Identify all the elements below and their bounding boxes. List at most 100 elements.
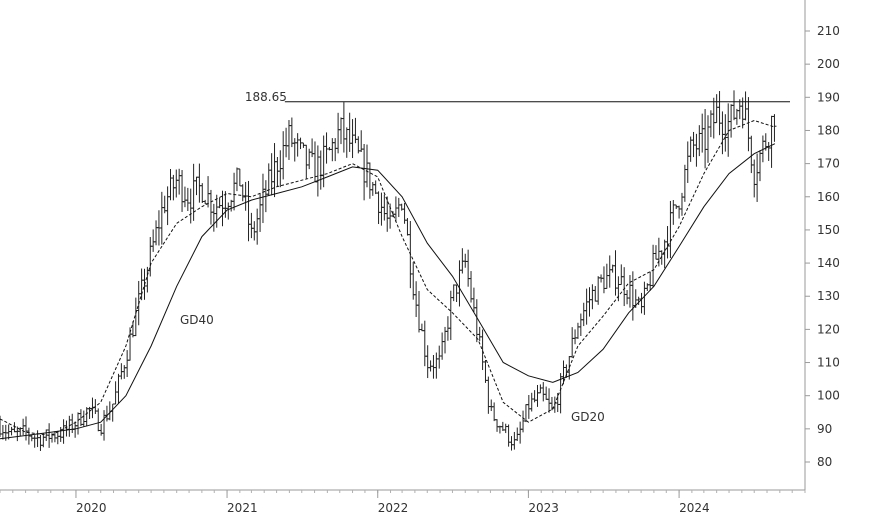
ohlc-bar <box>99 423 104 436</box>
ohlc-bar <box>24 416 29 441</box>
ohlc-bar <box>665 226 670 259</box>
ohlc-bar <box>480 329 485 371</box>
ohlc-bar <box>729 104 734 138</box>
ohlc-bar <box>347 112 352 152</box>
ohlc-bar <box>668 200 673 259</box>
ohlc-bar <box>324 132 329 164</box>
ohlc-bar <box>185 187 190 211</box>
ohlc-bar <box>419 323 424 332</box>
ohlc-bar <box>367 162 372 199</box>
ohlc-bar <box>758 150 763 182</box>
ohlc-bar <box>691 131 696 158</box>
ohlc-bar <box>766 142 771 161</box>
ohlc-bar <box>61 419 66 444</box>
ohlc-bar <box>541 382 546 402</box>
series-line-gd20 <box>0 119 776 437</box>
ohlc-bar <box>110 403 115 422</box>
ohlc-bar <box>679 192 684 216</box>
ohlc-bar <box>411 262 416 300</box>
y-axis: 80 90 100 110 120 130 140 150 160 170 180 190 200 210 <box>804 0 840 490</box>
ohlc-bar <box>723 114 728 152</box>
ohlc-bar <box>344 127 349 158</box>
ohlc-bar <box>607 255 612 288</box>
ohlc-bar <box>333 138 338 162</box>
ohlc-bar <box>731 90 736 121</box>
ohlc-bar <box>168 169 173 201</box>
ohlc-bar <box>752 159 757 198</box>
resistance-label: 188.65 <box>245 90 287 104</box>
ohlc-bar <box>206 176 211 208</box>
y-tick-label: 210 <box>817 24 840 38</box>
ohlc-bar <box>486 376 491 414</box>
ohlc-bar <box>310 138 315 158</box>
ohlc-bar <box>772 114 777 142</box>
ohlc-bar <box>512 431 517 450</box>
ohlc-bar <box>471 287 476 313</box>
ohlc-bar <box>466 249 471 287</box>
ohlc-bar <box>417 290 422 333</box>
ohlc-bar <box>177 168 182 195</box>
ohlc-bar <box>370 182 375 196</box>
ohlc-bar <box>671 200 676 225</box>
ohlc-bar <box>720 111 725 155</box>
ohlc-bar <box>769 115 774 168</box>
ohlc-bar <box>529 392 534 412</box>
ohlc-bar <box>538 384 543 394</box>
ohlc-bar <box>714 94 719 124</box>
ohlc-bar <box>457 260 462 307</box>
y-tick-label: 200 <box>817 57 840 71</box>
ohlc-bar <box>581 302 586 327</box>
ohlc-bar <box>575 322 580 339</box>
ohlc-bar <box>174 169 179 198</box>
ohlc-bar <box>639 292 644 314</box>
ohlc-bar <box>613 250 618 296</box>
ohlc-bar <box>102 410 107 441</box>
ohlc-bar <box>659 250 664 265</box>
y-tick-label: 150 <box>817 223 840 237</box>
ohlc-bar <box>711 97 716 139</box>
ohlc-bar <box>705 115 710 163</box>
ohlc-bar <box>382 194 387 221</box>
ohlc-bar <box>385 196 390 232</box>
ohlc-bar <box>116 373 121 404</box>
ohlc-bar <box>258 193 263 232</box>
ohlc-bar <box>492 402 497 422</box>
ohlc-bar <box>396 197 401 218</box>
ohlc-bar <box>596 276 601 305</box>
ohlc-bar <box>67 415 72 437</box>
ohlc-bar <box>587 287 592 317</box>
ohlc-bar <box>544 386 549 400</box>
ohlc-bar <box>362 143 367 201</box>
ohlc-bar <box>350 119 355 159</box>
ohlc-bar <box>700 113 705 153</box>
ohlc-bar <box>289 117 294 148</box>
ohlc-bar <box>321 135 326 188</box>
x-tick-label: 2020 <box>76 501 107 515</box>
ohlc-bar <box>506 424 511 447</box>
ohlc-bar <box>414 281 419 318</box>
ohlc-bar <box>246 180 251 242</box>
ohlc-bar <box>284 127 289 158</box>
ohlc-bar <box>469 271 474 303</box>
ohlc-bar <box>440 332 445 360</box>
ohlc-bar <box>260 173 265 224</box>
ohlc-bar <box>76 412 81 435</box>
ohlc-bar <box>746 97 751 152</box>
ohlc-bar <box>601 266 606 294</box>
ohlc-bar <box>755 153 760 202</box>
ohlc-bar <box>547 388 552 413</box>
ohlc-bar <box>139 268 144 301</box>
ohlc-bar <box>113 381 118 405</box>
ohlc-bar <box>237 168 242 187</box>
ohlc-bar <box>364 144 369 188</box>
ohlc-bar <box>619 264 624 286</box>
y-tick-label: 110 <box>817 356 840 370</box>
ohlc-bar <box>208 189 213 225</box>
y-tick-label: 100 <box>817 389 840 403</box>
ohlc-bar <box>604 263 609 289</box>
ohlc-bar <box>272 143 277 198</box>
ohlc-bar <box>651 244 656 288</box>
ohlc-bar <box>252 221 257 241</box>
ohlc-bar <box>584 288 589 325</box>
ohlc-bar <box>431 355 436 379</box>
